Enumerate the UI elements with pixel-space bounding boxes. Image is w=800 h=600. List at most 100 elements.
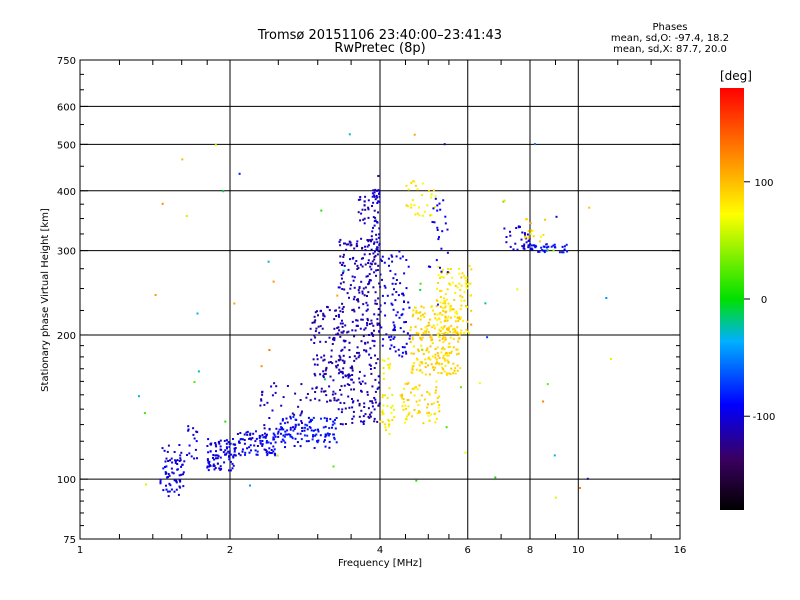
data-point (429, 214, 431, 216)
data-point (544, 219, 546, 221)
data-point (447, 332, 449, 334)
data-point (435, 389, 437, 391)
data-point (306, 435, 308, 437)
data-point (182, 485, 184, 487)
data-point (444, 302, 446, 304)
data-point (460, 305, 462, 307)
data-point (176, 481, 178, 483)
data-point (192, 427, 194, 429)
data-point (361, 340, 363, 342)
data-point (337, 399, 339, 401)
data-point (338, 408, 340, 410)
data-point (420, 328, 422, 330)
colorbar-label: [deg] (720, 69, 752, 83)
data-point (409, 338, 411, 340)
data-point (387, 397, 389, 399)
data-point (445, 365, 447, 367)
data-point (358, 289, 360, 291)
data-point (368, 244, 370, 246)
data-point (450, 368, 452, 370)
data-point (360, 420, 362, 422)
data-point (357, 400, 359, 402)
data-point (354, 355, 356, 357)
x-axis-label: Frequency [MHz] (338, 558, 422, 569)
data-point (402, 256, 404, 258)
data-point (368, 199, 370, 201)
data-point (232, 467, 234, 469)
data-point (457, 370, 459, 372)
data-point (414, 214, 416, 216)
data-point (415, 480, 417, 482)
data-point (365, 287, 367, 289)
data-point (587, 478, 589, 480)
data-point (414, 409, 416, 411)
data-point (385, 429, 387, 431)
data-point (230, 469, 232, 471)
data-point (220, 457, 222, 459)
data-point (435, 381, 437, 383)
data-point (442, 310, 444, 312)
data-point (292, 426, 294, 428)
data-point (420, 315, 422, 317)
data-point (382, 405, 384, 407)
data-point (274, 448, 276, 450)
data-point (381, 279, 383, 281)
data-point (374, 196, 376, 198)
data-point (246, 434, 248, 436)
data-point (255, 430, 257, 432)
data-point (426, 329, 428, 331)
data-point (338, 369, 340, 371)
data-point (393, 346, 395, 348)
data-point (504, 200, 506, 202)
data-point (354, 263, 356, 265)
data-point (394, 329, 396, 331)
data-point (228, 441, 230, 443)
data-point (377, 253, 379, 255)
data-point (344, 385, 346, 387)
data-point (391, 394, 393, 396)
data-point (232, 463, 234, 465)
data-point (261, 440, 263, 442)
data-point (380, 274, 382, 276)
data-point (325, 394, 327, 396)
data-point (277, 433, 279, 435)
data-point (421, 339, 423, 341)
data-point (369, 266, 371, 268)
data-point (368, 281, 370, 283)
data-point (547, 249, 549, 251)
data-point (311, 388, 313, 390)
data-point (179, 481, 181, 483)
data-point (230, 461, 232, 463)
data-point (392, 405, 394, 407)
data-point (377, 189, 379, 191)
data-point (442, 336, 444, 338)
data-point (460, 332, 462, 334)
data-point (187, 425, 189, 427)
data-point (171, 489, 173, 491)
data-point (519, 226, 521, 228)
data-point (324, 378, 326, 380)
data-point (530, 248, 532, 250)
data-point (194, 438, 196, 440)
data-point (393, 309, 395, 311)
data-point (371, 235, 373, 237)
data-point (335, 309, 337, 311)
data-point (341, 385, 343, 387)
data-point (523, 247, 525, 249)
data-point (364, 218, 366, 220)
data-point (215, 450, 217, 452)
data-point (329, 441, 331, 443)
data-point (353, 411, 355, 413)
data-point (447, 229, 449, 231)
data-point (368, 407, 370, 409)
data-point (375, 291, 377, 293)
data-point (402, 346, 404, 348)
data-point (458, 353, 460, 355)
data-point (332, 379, 334, 381)
data-point (521, 232, 523, 234)
data-point (342, 262, 344, 264)
data-point (362, 314, 364, 316)
data-point (177, 459, 179, 461)
colorbar-tick-label: -100 (753, 412, 776, 423)
data-point (426, 391, 428, 393)
